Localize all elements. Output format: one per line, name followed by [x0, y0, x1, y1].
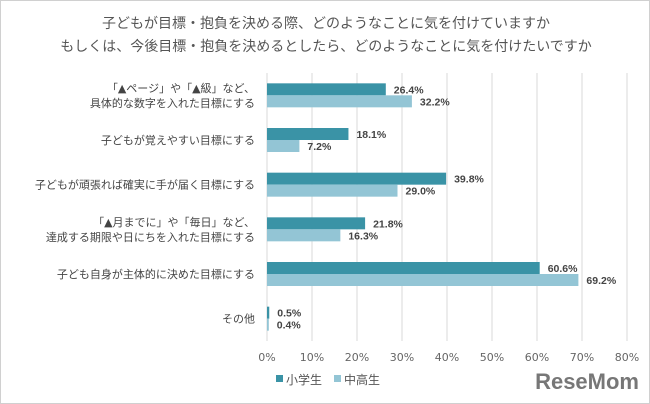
bar-中高生	[267, 140, 300, 152]
legend-label: 小学生	[286, 372, 322, 387]
data-label: 32.2%	[420, 96, 450, 108]
legend-label: 中高生	[344, 372, 380, 387]
bar-中高生	[267, 274, 579, 286]
x-tick-label: 30%	[390, 351, 414, 364]
bar-小学生	[267, 217, 366, 230]
x-tick-label: 10%	[300, 351, 324, 364]
category-label: 「▲ページ」や「▲級」など、	[107, 82, 255, 95]
category-label: 「▲月までに」や「毎日」など、	[93, 216, 255, 229]
data-label: 0.5%	[277, 308, 302, 320]
bar-中高生	[267, 318, 269, 331]
category-label: 子どもが覚えやすい目標にする	[101, 133, 255, 147]
legend-swatch	[276, 375, 283, 382]
category-label: その他	[222, 313, 255, 326]
x-tick-label: 0%	[258, 351, 275, 364]
data-label: 18.1%	[356, 129, 386, 141]
category-label: 達成する期限や日にちを入れた目標にする	[46, 230, 255, 244]
bar-小学生	[267, 128, 349, 140]
data-label: 7.2%	[307, 141, 332, 153]
resemom-logo: ReseMom	[535, 369, 639, 394]
category-label: 子どもが頑張れば確実に手が届く目標にする	[35, 178, 255, 192]
data-label: 0.4%	[277, 320, 302, 332]
data-label: 16.3%	[348, 230, 378, 242]
bar-小学生	[267, 172, 447, 185]
bar-小学生	[267, 83, 386, 96]
bar-中高生	[267, 95, 412, 108]
x-tick-label: 20%	[345, 351, 369, 364]
data-label: 39.8%	[454, 174, 484, 186]
legend-swatch	[334, 375, 341, 382]
data-label: 21.8%	[373, 218, 403, 230]
bar-中高生	[267, 229, 341, 242]
bar-中高生	[267, 184, 398, 197]
category-label: 子ども自身が主体的に決めた目標にする	[57, 267, 255, 281]
x-tick-label: 50%	[480, 351, 504, 364]
x-tick-label: 70%	[570, 351, 594, 364]
data-label: 26.4%	[394, 84, 424, 96]
category-label: 具体的な数字を入れた目標にする	[90, 96, 255, 110]
chart-title-line-1: 子どもが目標・抱負を決める際、どのようなことに気を付けていますか	[102, 16, 550, 32]
x-tick-label: 80%	[615, 351, 639, 364]
bar-小学生	[267, 306, 270, 319]
bar-小学生	[267, 262, 540, 274]
chart-title-line-2: もしくは、今後目標・抱負を決めるとしたら、どのようなことに気を付けたいですか	[60, 39, 592, 55]
data-label: 69.2%	[586, 275, 616, 287]
x-tick-label: 40%	[435, 351, 459, 364]
data-label: 60.6%	[548, 263, 578, 275]
x-tick-label: 60%	[525, 351, 549, 364]
data-label: 29.0%	[406, 186, 436, 198]
